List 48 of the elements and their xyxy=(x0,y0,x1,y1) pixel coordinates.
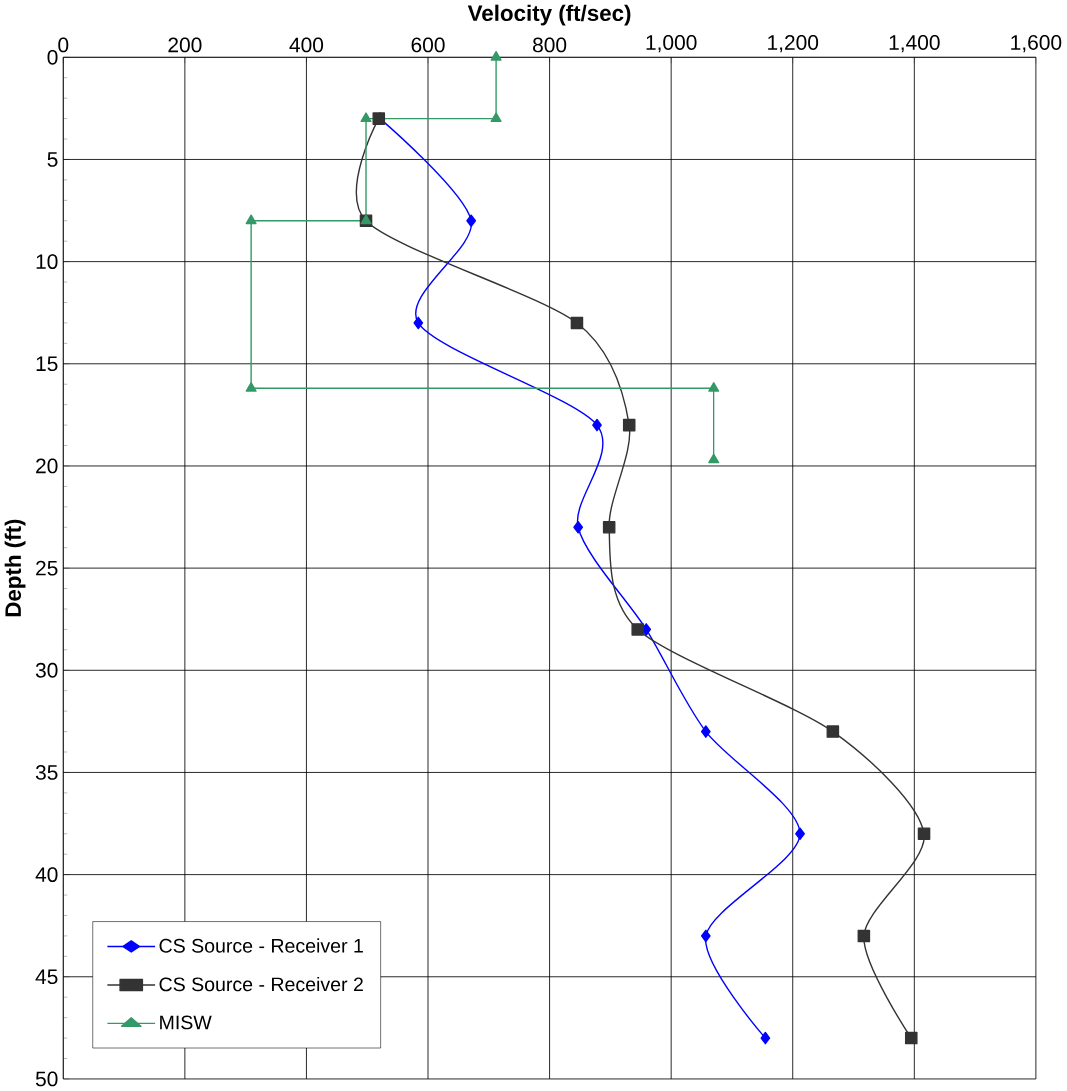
y-tick-label: 10 xyxy=(36,254,58,270)
x-tick-label: 200 xyxy=(168,37,202,53)
y-tick-label: 20 xyxy=(36,458,58,474)
point xyxy=(708,453,720,464)
point xyxy=(245,382,257,392)
point xyxy=(360,112,372,123)
point xyxy=(826,725,840,738)
x-tick-label: 1,200 xyxy=(768,35,819,53)
y-tick-label: 35 xyxy=(35,765,58,780)
y-tick-label: 40 xyxy=(35,867,58,883)
x-tick-label: 600 xyxy=(411,37,445,53)
x-tick-label: 400 xyxy=(289,37,324,53)
x-tick-label: 1,600 xyxy=(1011,35,1062,53)
point xyxy=(466,214,477,228)
point xyxy=(905,1031,918,1045)
point xyxy=(245,214,257,225)
point xyxy=(413,316,424,330)
y-tick-label: 15 xyxy=(36,356,58,372)
point xyxy=(857,929,871,943)
point xyxy=(760,1031,771,1045)
x-axis-title: Velocity (ft/sec) xyxy=(467,4,631,26)
y-tick-label: 30 xyxy=(35,662,58,678)
point xyxy=(490,51,502,61)
legend-label: CS Source - Receiver 2 xyxy=(159,976,363,992)
point xyxy=(623,418,636,432)
point xyxy=(708,382,720,392)
y-tick-label: 25 xyxy=(36,560,58,576)
point xyxy=(490,112,502,123)
y-tick-label: 45 xyxy=(35,969,58,985)
y-tick-label: 0 xyxy=(47,49,58,65)
point xyxy=(701,725,711,738)
point xyxy=(795,827,806,841)
point xyxy=(573,520,584,534)
x-tick-label: 0 xyxy=(58,37,69,53)
point xyxy=(570,316,584,330)
y-axis-title: Depth (ft) xyxy=(4,519,26,617)
x-tick-label: 800 xyxy=(533,37,567,53)
x-tick-label: 1,400 xyxy=(889,35,940,53)
point xyxy=(917,827,931,841)
legend-label: MISW xyxy=(160,1015,212,1030)
point xyxy=(603,520,616,534)
point xyxy=(631,623,645,636)
point xyxy=(592,418,603,432)
point xyxy=(701,929,711,943)
legend-label: CS Source - Receiver 1 xyxy=(159,938,364,953)
x-tick-label: 1,000 xyxy=(646,35,697,53)
y-tick-label: 5 xyxy=(47,152,58,167)
y-tick-label: 50 xyxy=(36,1071,58,1087)
